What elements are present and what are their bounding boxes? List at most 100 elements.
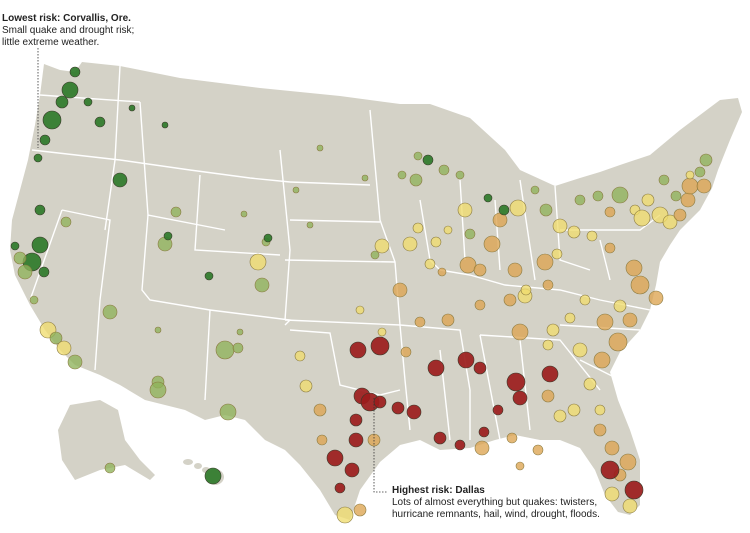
city-risk-marker [604,206,616,218]
city-risk-marker [56,340,72,356]
city-risk-marker [215,340,235,360]
city-risk-marker [574,194,586,206]
city-risk-marker [39,134,51,146]
city-risk-marker [613,299,627,313]
city-risk-marker [349,413,363,427]
city-risk-marker [478,426,490,438]
city-risk-marker [219,403,237,421]
city-risk-marker [567,225,581,239]
city-risk-marker [541,389,555,403]
city-risk-marker [567,403,581,417]
contiguous-us-land [10,62,742,520]
city-risk-marker [422,154,434,166]
city-risk-marker [536,253,554,271]
city-risk-marker [604,242,616,254]
city-risk-marker [464,228,476,240]
city-risk-marker [473,361,487,375]
city-risk-marker [427,359,445,377]
city-risk-marker [370,250,380,260]
city-risk-marker [374,238,390,254]
city-risk-marker [34,204,46,216]
city-risk-marker [414,316,426,328]
city-risk-marker [83,97,93,107]
city-risk-marker [673,208,687,222]
city-risk-marker [441,313,455,327]
city-risk-marker [306,221,314,229]
city-risk-marker [443,225,453,235]
city-risk-marker [424,258,436,270]
city-risk-marker [292,186,300,194]
city-risk-marker [630,275,650,295]
city-risk-marker [402,236,418,252]
city-risk-marker [685,170,695,180]
city-risk-marker [611,186,629,204]
city-risk-marker [498,204,510,216]
city-risk-marker [409,173,423,187]
city-risk-marker [344,462,360,478]
city-risk-marker [400,346,412,358]
city-risk-marker [391,401,405,415]
city-risk-marker [512,390,528,406]
city-risk-marker [128,104,136,112]
city-risk-marker [542,279,554,291]
city-risk-marker [38,266,50,278]
city-risk-marker [392,282,408,298]
highest-risk-line1: Lots of almost everything but quakes: tw… [392,497,598,508]
lowest-risk-line2: little extreme weather. [2,37,100,48]
city-risk-marker [459,256,477,274]
city-risk-marker [42,110,62,130]
city-risk-marker [593,423,607,437]
city-risk-marker [622,312,638,328]
city-risk-marker [433,431,447,445]
city-risk-marker [236,328,244,336]
city-risk-marker [553,409,567,423]
city-risk-marker [204,467,222,485]
cities-layer [10,66,713,524]
city-risk-marker [625,259,643,277]
city-risk-marker [55,95,69,109]
city-risk-marker [17,264,33,280]
city-risk-marker [413,151,423,161]
city-risk-marker [492,404,504,416]
city-risk-marker [154,326,162,334]
city-risk-marker [67,354,83,370]
city-risk-marker [13,251,27,265]
city-risk-marker [61,81,79,99]
city-risk-marker [670,190,682,202]
city-risk-marker [33,153,43,163]
city-risk-marker [506,372,526,392]
city-risk-marker [316,434,328,446]
callout-lines [37,48,388,493]
city-risk-marker [334,482,346,494]
city-risk-marker [596,313,614,331]
highest-risk-line2: hurricane remnants, hail, wind, drought,… [392,509,600,520]
city-risk-marker [604,486,620,502]
city-risk-marker [161,121,169,129]
city-risk-marker [509,199,527,217]
city-risk-marker [437,267,447,277]
city-risk-marker [583,377,597,391]
city-risk-marker [541,365,559,383]
city-risk-marker [579,294,591,306]
city-risk-marker [370,336,390,356]
lowest-risk-heading: Lowest risk: Corvallis, Ore. [2,13,131,24]
city-risk-marker [348,432,364,448]
city-risk-marker [551,248,563,260]
city-risk-marker [69,66,81,78]
city-risk-marker [608,332,628,352]
city-risk-marker [694,166,706,178]
city-risk-marker [546,323,560,337]
city-risk-marker [633,209,651,227]
city-risk-marker [240,210,248,218]
city-risk-marker [586,230,598,242]
city-risk-marker [511,323,529,341]
city-risk-marker [457,351,475,369]
city-risk-marker [532,444,544,456]
city-risk-marker [474,299,486,311]
city-risk-marker [515,461,525,471]
city-risk-marker [353,503,367,517]
city-risk-marker [662,214,678,230]
city-risk-marker [326,449,344,467]
city-risk-marker [104,462,116,474]
city-risk-marker [10,241,20,251]
